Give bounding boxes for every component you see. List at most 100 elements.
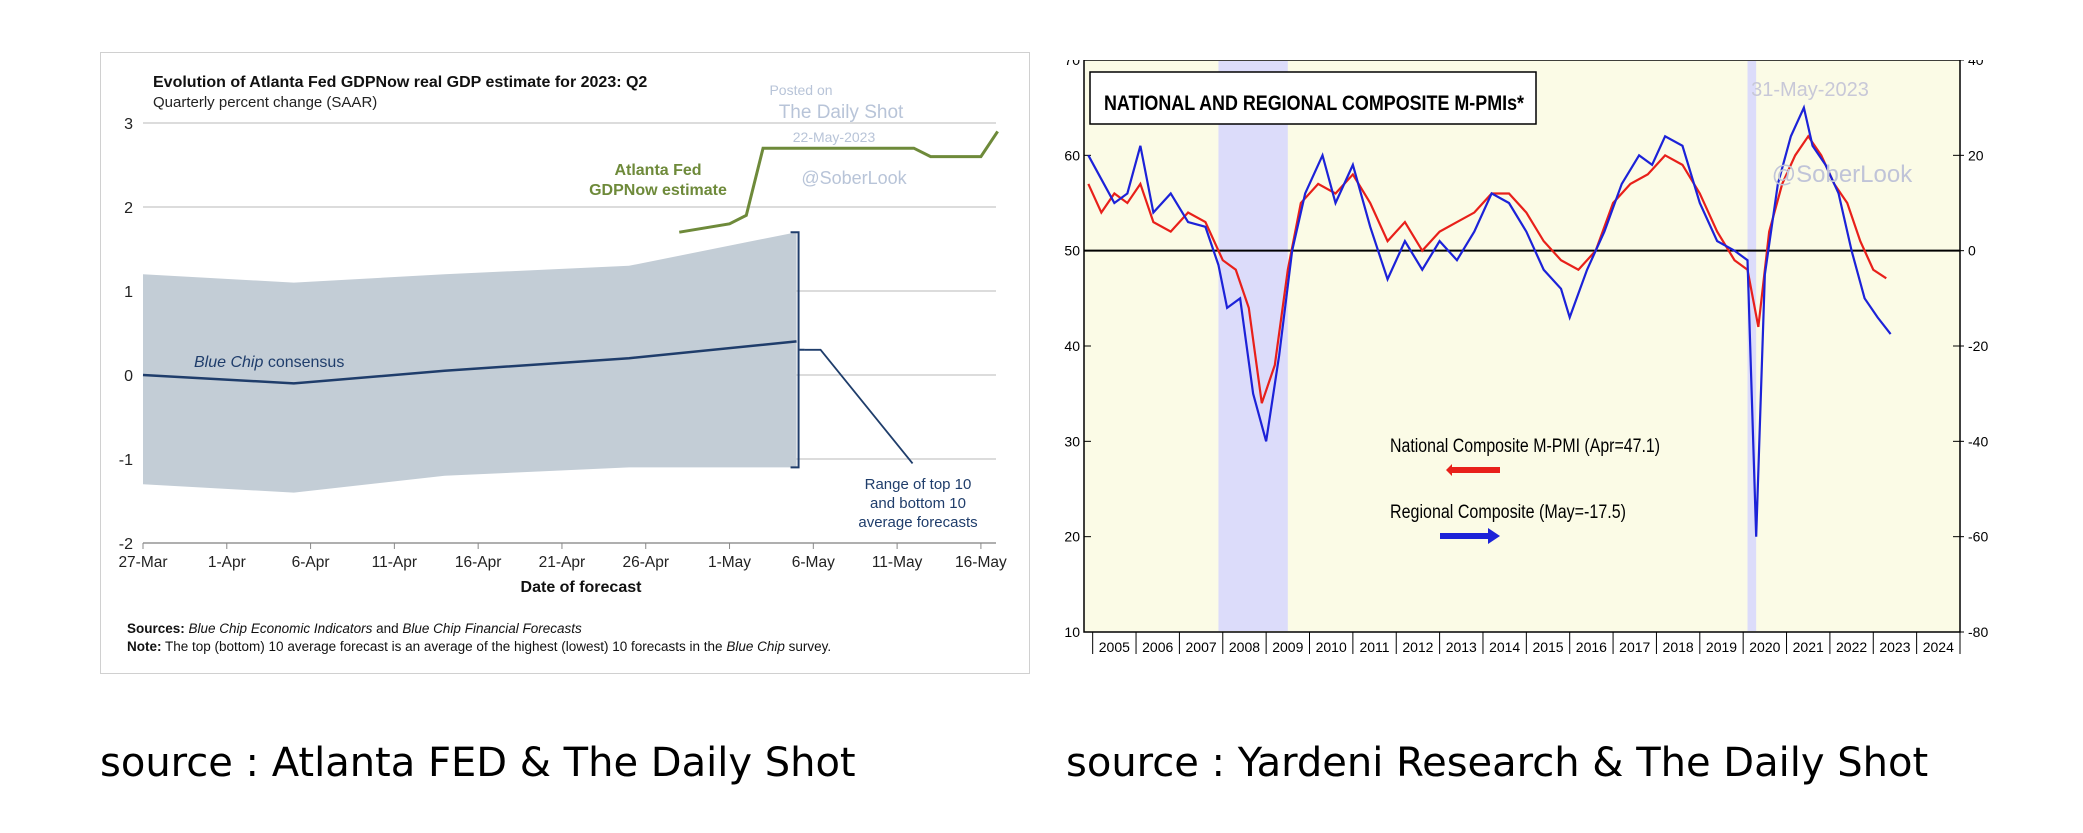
right-tick-label: -40 (1968, 433, 1988, 449)
note-label: Note: (127, 639, 162, 654)
left-tick-label: 40 (1064, 338, 1080, 354)
year-label: 2005 (1099, 639, 1130, 655)
note-text: The top (bottom) 10 average forecast is … (162, 639, 727, 654)
right-tick-label: -60 (1968, 529, 1988, 545)
legend-national-arrow (1446, 464, 1500, 476)
year-label: 2013 (1446, 639, 1477, 655)
forecast-range-band (143, 232, 797, 493)
sources-line: Sources: Blue Chip Economic Indicators a… (127, 621, 582, 636)
x-tick-label: 11-Apr (372, 554, 417, 571)
watermark-date: 22-May-2023 (793, 129, 876, 145)
left-tick-label: 10 (1064, 624, 1080, 640)
consensus-line (142, 340, 797, 385)
gdpnow-label-line1: Atlanta Fed (614, 162, 701, 179)
x-axis-label: Date of forecast (521, 579, 643, 596)
x-tick-label: 11-May (872, 554, 923, 571)
left-tick-label: 20 (1064, 529, 1080, 545)
x-tick-label: 1-May (708, 554, 751, 571)
x-tick-label: 26-Apr (622, 554, 669, 571)
y-tick-label: 3 (124, 116, 133, 133)
watermark-handle-right: @SoberLook (1772, 161, 1913, 188)
caption-right: source : Yardeni Research & The Daily Sh… (1066, 740, 1929, 786)
chart-title: Evolution of Atlanta Fed GDPNow real GDP… (153, 74, 647, 91)
left-tick-label: 50 (1064, 243, 1080, 259)
year-label: 2022 (1836, 639, 1867, 655)
right-tick-label: 40 (1968, 60, 1984, 68)
plot-area (1083, 59, 1961, 633)
right-tick-label: 20 (1968, 147, 1984, 163)
note-end: survey. (785, 639, 831, 654)
range-pointer-line (804, 348, 914, 464)
watermark-handle: @SoberLook (801, 168, 907, 188)
note-em: Blue Chip (726, 639, 785, 654)
title-box (1089, 71, 1537, 125)
regional-composite-line (1087, 104, 1892, 537)
x-tick-label: 16-Apr (455, 554, 502, 571)
consensus-label-em: Blue Chip (194, 354, 263, 371)
watermark-posted: Posted on (769, 82, 832, 98)
right-tick-label: 0 (1968, 243, 1976, 259)
year-label: 2012 (1402, 639, 1433, 655)
mpmi-title: NATIONAL AND REGIONAL COMPOSITE M-PMIs* (1104, 92, 1525, 115)
year-label: 2024 (1923, 639, 1954, 655)
watermark-date-right: 31-May-2023 (1751, 79, 1869, 101)
left-tick-label: 60 (1064, 147, 1080, 163)
year-label: 2023 (1879, 639, 1910, 655)
year-label: 2017 (1619, 639, 1650, 655)
chart-subtitle: Quarterly percent change (SAAR) (153, 94, 377, 111)
note-line: Note: The top (bottom) 10 average foreca… (127, 639, 831, 654)
x-axis: 27-Mar 1-Apr 6-Apr 11-Apr 16-Apr 21-Apr 26-Apr… (118, 542, 1007, 571)
legend-national-text: National Composite M-PMI (Apr=47.1) (1390, 436, 1660, 457)
consensus-label-rest: consensus (263, 354, 344, 371)
year-label: 2019 (1706, 639, 1737, 655)
source-2: Blue Chip Financial Forecasts (402, 621, 582, 636)
sources-and: and (372, 621, 402, 636)
x-tick-label: 1-Apr (208, 554, 246, 571)
legend-regional-arrow (1440, 528, 1500, 544)
year-label: 2011 (1359, 639, 1389, 655)
year-label: 2009 (1272, 639, 1303, 655)
y-tick-label: 2 (124, 200, 133, 217)
year-label: 2021 (1793, 639, 1824, 655)
y-tick-label: 1 (124, 284, 133, 301)
range-label-line1: Range of top 10 (865, 476, 972, 493)
legend-regional-text: Regional Composite (May=-17.5) (1390, 502, 1626, 523)
y-tick-label: 0 (124, 368, 133, 385)
right-tick-label: -20 (1968, 338, 1988, 354)
left-tick-label: 70 (1064, 60, 1080, 68)
gdpnow-chart-panel: Evolution of Atlanta Fed GDPNow real GDP… (100, 52, 1030, 674)
gdpnow-line (679, 130, 999, 234)
x-tick-label: 6-May (792, 554, 835, 571)
year-label: 2015 (1532, 639, 1563, 655)
gdpnow-chart: Evolution of Atlanta Fed GDPNow real GDP… (118, 74, 1007, 654)
year-label: 2018 (1663, 639, 1694, 655)
range-bracket (790, 231, 805, 469)
right-tick-label: -80 (1968, 624, 1988, 640)
gdpnow-label-line2: GDPNow estimate (589, 182, 727, 199)
range-label-line3: average forecasts (858, 514, 977, 531)
x-tick-label: 16-May (955, 554, 1007, 571)
year-label: 2006 (1142, 639, 1173, 655)
caption-left: source : Atlanta FED & The Daily Shot (100, 740, 856, 786)
sources-label: Sources: (127, 621, 185, 636)
year-label: 2007 (1186, 639, 1217, 655)
recession-band (1747, 61, 1757, 631)
range-label-line2: and bottom 10 (870, 495, 966, 512)
x-tick-label: 6-Apr (292, 554, 330, 571)
consensus-label: Blue Chip consensus (194, 354, 344, 371)
source-1: Blue Chip Economic Indicators (185, 621, 373, 636)
y-tick-label: -1 (119, 452, 133, 469)
y-axis-ticks: 3 2 1 0 -1 -2 (119, 116, 133, 553)
mpmi-chart-panel: 70 60 50 40 30 20 10 40 20 0 -20 -40 -60 -80 2005 2006 2… (1060, 52, 2010, 680)
year-label: 2016 (1576, 639, 1607, 655)
watermark-site: The Daily Shot (779, 102, 904, 123)
y-tick-label: -2 (119, 536, 133, 553)
year-label: 2020 (1749, 639, 1780, 655)
x-tick-label: 27-Mar (118, 554, 167, 571)
x-tick-label: 21-Apr (539, 554, 586, 571)
left-tick-label: 30 (1064, 433, 1080, 449)
year-label: 2010 (1316, 639, 1347, 655)
year-label: 2008 (1229, 639, 1260, 655)
